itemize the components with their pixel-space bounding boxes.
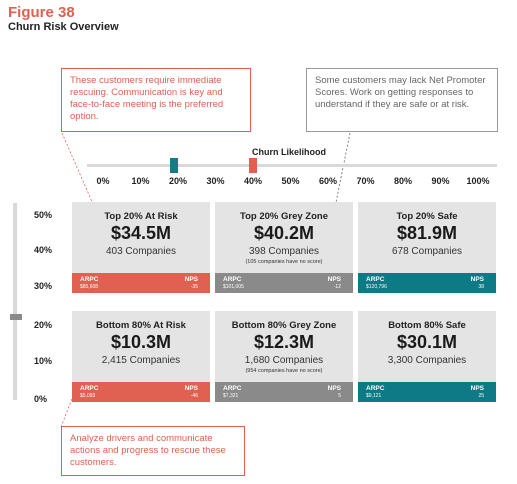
nps-label: NPS bbox=[470, 385, 484, 392]
card-note: (105 companies have no score) bbox=[245, 259, 323, 265]
arpc-value: $120,796 bbox=[366, 284, 387, 290]
card-metrics-bar: ARPC $85,608 NPS -35 bbox=[72, 273, 210, 293]
callout-bottom: Analyze drivers and communicate actions … bbox=[61, 426, 245, 476]
callout-top-right: Some customers may lack Net Promoter Sco… bbox=[306, 68, 498, 132]
card-company-count: 398 Companies bbox=[248, 246, 320, 257]
red-marker bbox=[249, 158, 257, 173]
nps-label: NPS bbox=[184, 276, 198, 283]
teal-marker bbox=[170, 158, 179, 173]
vertical-tick-label: 0% bbox=[34, 394, 48, 404]
card-revenue: $10.3M bbox=[110, 332, 172, 352]
vertical-track bbox=[13, 203, 17, 400]
likelihood-tick-label: 40% bbox=[243, 176, 263, 186]
figure-label: Figure 38 bbox=[8, 4, 75, 21]
card-company-count: 403 Companies bbox=[105, 246, 177, 257]
likelihood-track bbox=[87, 164, 497, 167]
card-title: Bottom 80% Grey Zone bbox=[231, 320, 337, 331]
card-title: Bottom 80% At Risk bbox=[96, 320, 186, 331]
nps-label: NPS bbox=[327, 385, 341, 392]
arpc-label: ARPC bbox=[80, 385, 99, 392]
segment-card: Bottom 80% Safe $30.1M 3,300 Companies ARPC… bbox=[358, 311, 496, 402]
nps-label: NPS bbox=[327, 276, 341, 283]
card-title: Top 20% Grey Zone bbox=[240, 211, 328, 222]
nps-value: -12 bbox=[333, 284, 341, 290]
card-metrics-bar: ARPC $101,005 NPS -12 bbox=[215, 273, 353, 293]
vertical-marker bbox=[10, 314, 22, 320]
card-note: (954 companies have no score) bbox=[245, 368, 323, 374]
card-title: Bottom 80% Safe bbox=[388, 320, 466, 331]
likelihood-tick-label: 0% bbox=[96, 176, 110, 186]
card-company-count: 678 Companies bbox=[391, 246, 463, 257]
vertical-tick-label: 40% bbox=[34, 245, 53, 255]
vertical-tick-label: 20% bbox=[34, 320, 53, 330]
likelihood-tick-label: 100% bbox=[466, 176, 490, 186]
card-metrics-bar: ARPC $7,321 NPS 5 bbox=[215, 382, 353, 402]
card-title: Top 20% Safe bbox=[396, 211, 458, 222]
card-revenue: $30.1M bbox=[396, 332, 458, 352]
arpc-value: $5,093 bbox=[80, 393, 96, 399]
likelihood-tick-label: 70% bbox=[356, 176, 375, 186]
likelihood-tick-label: 10% bbox=[131, 176, 150, 186]
arpc-label: ARPC bbox=[223, 276, 242, 283]
card-revenue: $40.2M bbox=[253, 223, 315, 243]
nps-value: 5 bbox=[338, 393, 341, 399]
card-revenue: $12.3M bbox=[253, 332, 315, 352]
arpc-label: ARPC bbox=[366, 385, 385, 392]
card-metrics-bar: ARPC $120,796 NPS 38 bbox=[358, 273, 496, 293]
segment-card: Bottom 80% At Risk $10.3M 2,415 Companies A… bbox=[72, 311, 210, 402]
nps-label: NPS bbox=[470, 276, 484, 283]
card-revenue: $81.9M bbox=[396, 223, 458, 243]
nps-value: 38 bbox=[478, 284, 484, 290]
likelihood-tick-label: 80% bbox=[393, 176, 413, 186]
vertical-tick-label: 50% bbox=[34, 210, 53, 220]
likelihood-tick-label: 50% bbox=[281, 176, 300, 186]
card-metrics-bar: ARPC $5,093 NPS -46 bbox=[72, 382, 210, 402]
arpc-value: $7,321 bbox=[223, 393, 239, 399]
arpc-value: $101,005 bbox=[223, 284, 244, 290]
arpc-label: ARPC bbox=[80, 276, 99, 283]
likelihood-tick-label: 90% bbox=[431, 176, 450, 186]
likelihood-tick-label: 20% bbox=[168, 176, 188, 186]
likelihood-title: Churn Likelihood bbox=[252, 147, 326, 157]
segment-card: Bottom 80% Grey Zone $12.3M 1,680 Companie… bbox=[215, 311, 353, 402]
vertical-tick-label: 30% bbox=[34, 281, 53, 291]
card-title: Top 20% At Risk bbox=[104, 211, 178, 222]
likelihood-tick-label: 60% bbox=[318, 176, 338, 186]
segment-card: Top 20% Safe $81.9M 678 Companies ARPC $120,… bbox=[358, 202, 496, 293]
nps-value: -35 bbox=[190, 284, 198, 290]
callout-top-left: These customers require immediate rescui… bbox=[61, 68, 251, 132]
arpc-value: $85,608 bbox=[80, 284, 99, 290]
card-company-count: 2,415 Companies bbox=[101, 355, 181, 366]
likelihood-tick-label: 30% bbox=[206, 176, 225, 186]
card-metrics-bar: ARPC $9,121 NPS 25 bbox=[358, 382, 496, 402]
arpc-label: ARPC bbox=[366, 276, 385, 283]
nps-label: NPS bbox=[184, 385, 198, 392]
nps-value: -46 bbox=[190, 393, 198, 399]
arpc-value: $9,121 bbox=[366, 393, 382, 399]
figure-title: Churn Risk Overview bbox=[8, 21, 119, 33]
card-revenue: $34.5M bbox=[110, 223, 172, 243]
segment-card: Top 20% At Risk $34.5M 403 Companies ARPC $8… bbox=[72, 202, 210, 293]
segment-card: Top 20% Grey Zone $40.2M 398 Companies (105… bbox=[215, 202, 353, 293]
card-company-count: 3,300 Companies bbox=[387, 355, 467, 366]
connector-bottom bbox=[60, 377, 81, 428]
nps-value: 25 bbox=[478, 393, 484, 399]
vertical-tick-label: 10% bbox=[34, 356, 53, 366]
arpc-label: ARPC bbox=[223, 385, 242, 392]
card-company-count: 1,680 Companies bbox=[244, 355, 324, 366]
